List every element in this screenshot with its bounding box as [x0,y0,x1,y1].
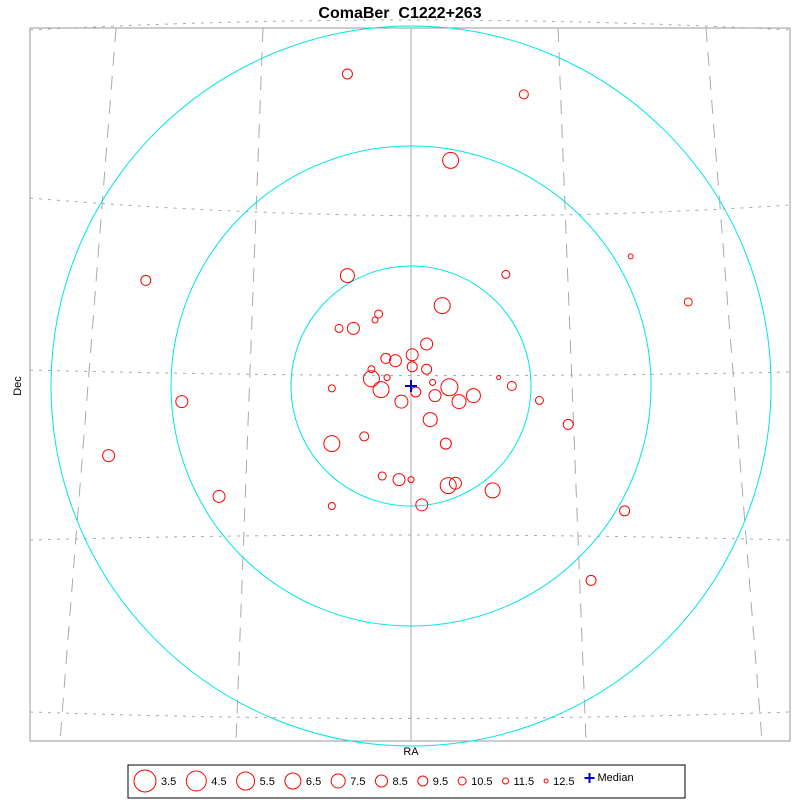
star [371,316,379,324]
star [442,151,460,169]
star [421,363,433,375]
y-axis-label: Dec [12,376,24,396]
median-marker [405,380,418,392]
star [392,473,406,487]
star [496,375,502,381]
star [440,378,459,397]
star [388,354,402,368]
legend-label: 11.5 [514,776,535,788]
star [212,489,226,503]
star [175,395,189,409]
star [429,378,437,386]
legend-label: 8.5 [392,776,407,788]
ring [290,265,532,507]
star [585,574,597,586]
star [501,269,511,279]
legend-symbol [584,773,595,783]
star [407,476,415,484]
star [627,253,634,260]
legend-symbol [185,770,207,792]
x-axis-label: RA [403,746,419,758]
legend-label: 6.5 [306,776,321,788]
legend-symbol [330,773,346,789]
star [448,476,462,490]
legend-label: 4.5 [211,776,226,788]
legend-symbol [457,776,467,786]
ring [170,145,652,627]
star [405,348,419,362]
star [377,471,387,481]
star [359,431,370,442]
legend-label: 3.5 [161,776,176,788]
legend-symbol [374,774,388,788]
star [383,374,391,382]
star [619,505,631,517]
star [683,297,693,307]
star [422,412,438,428]
legend-symbol [133,769,157,793]
star [406,361,418,373]
star [433,297,451,315]
star [518,89,529,100]
star [484,482,501,499]
star [415,498,429,512]
legend-symbol [236,771,256,791]
star [327,384,336,393]
plot-area [29,27,791,742]
legend-label: 12.5 [553,776,574,788]
star [428,389,442,403]
chart-title: ComaBer C1222+263 [318,5,481,22]
star [367,365,376,374]
star [102,449,116,463]
star [439,477,457,495]
star [506,381,517,392]
ring [50,25,772,747]
star [562,418,574,430]
legend-label: 7.5 [350,776,365,788]
legend-symbol [543,778,549,784]
star [534,395,544,405]
star [439,437,452,450]
star [323,435,341,453]
star [339,268,355,284]
legend-symbol [502,777,509,785]
star [372,381,390,399]
legend-symbol [417,775,429,787]
legend-label: Median [598,772,634,784]
star [410,386,422,398]
star [346,321,360,335]
legend-label: 9.5 [433,776,448,788]
legend-label: 10.5 [471,776,492,788]
legend [127,764,686,799]
star [380,352,392,364]
star [420,337,434,351]
star [374,309,384,319]
star [465,388,481,404]
star [341,68,353,80]
legend-symbol [284,772,302,790]
star [362,370,380,388]
legend-label: 5.5 [260,776,275,788]
star [451,394,467,410]
star [327,502,336,511]
star [334,323,344,333]
star [140,274,152,286]
star [394,394,409,409]
